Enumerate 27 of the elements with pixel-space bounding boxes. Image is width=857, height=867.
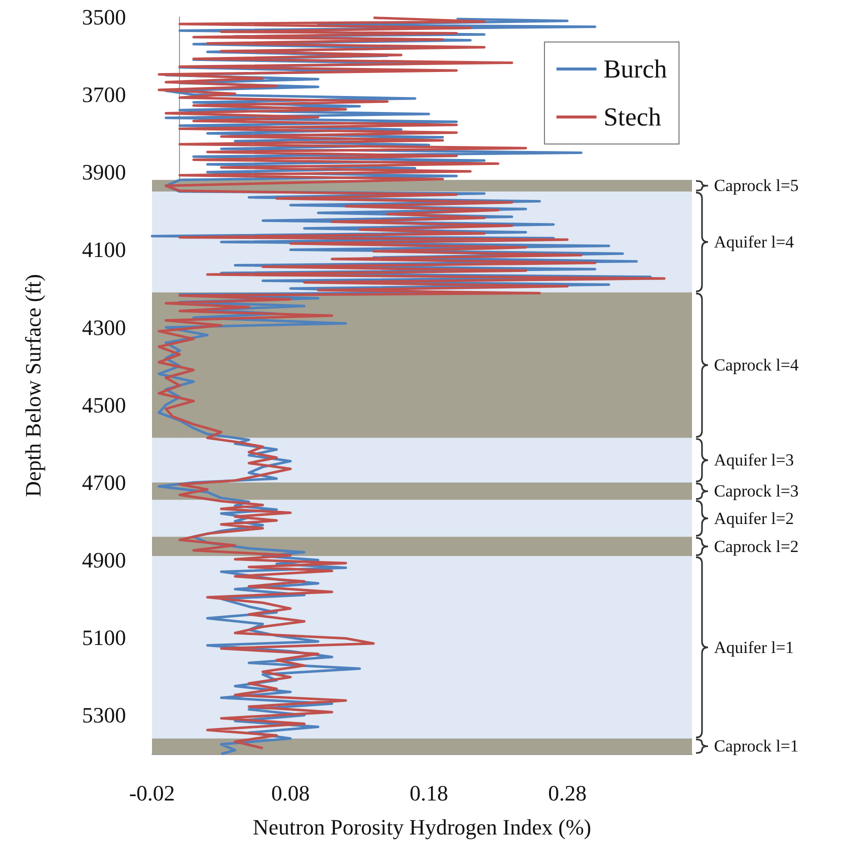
y-tick-label: 4300 xyxy=(82,314,126,340)
y-tick-label: 3900 xyxy=(82,160,126,185)
y-tick-label: 5100 xyxy=(82,625,126,650)
x-axis-title: Neutron Porosity Hydrogen Index (%) xyxy=(252,814,592,840)
band-label: Aquifer l=1 xyxy=(714,638,794,657)
band-label: Caprock l=5 xyxy=(714,176,799,196)
band-label: Aquifer l=2 xyxy=(714,508,794,528)
legend-label: Stech xyxy=(603,102,662,132)
x-tick-label: 0.18 xyxy=(410,780,448,806)
x-tick-label: 0.28 xyxy=(548,780,587,806)
x-tick-label: -0.02 xyxy=(129,780,175,806)
legend-label: Burch xyxy=(603,54,668,84)
y-tick-label: 3500 xyxy=(82,4,126,30)
y-tick-label: 3700 xyxy=(82,82,126,108)
y-tick-label: 4100 xyxy=(82,237,126,262)
band-label: Aquifer l=4 xyxy=(714,232,794,252)
y-tick-label: 4700 xyxy=(82,470,126,495)
band-label: Caprock l=2 xyxy=(714,536,799,556)
band-label: Caprock l=3 xyxy=(714,482,799,501)
y-tick-label: 4500 xyxy=(82,392,126,418)
y-tick-label: 5300 xyxy=(82,702,126,728)
y-tick-label: 4900 xyxy=(82,548,126,573)
band-label: Caprock l=4 xyxy=(714,356,800,375)
band-label: Aquifer l=3 xyxy=(714,450,794,470)
band-label: Caprock l=1 xyxy=(714,736,799,756)
x-tick-label: 0.08 xyxy=(271,780,310,806)
y-axis-title: Depth Below Surface (ft) xyxy=(20,274,46,497)
